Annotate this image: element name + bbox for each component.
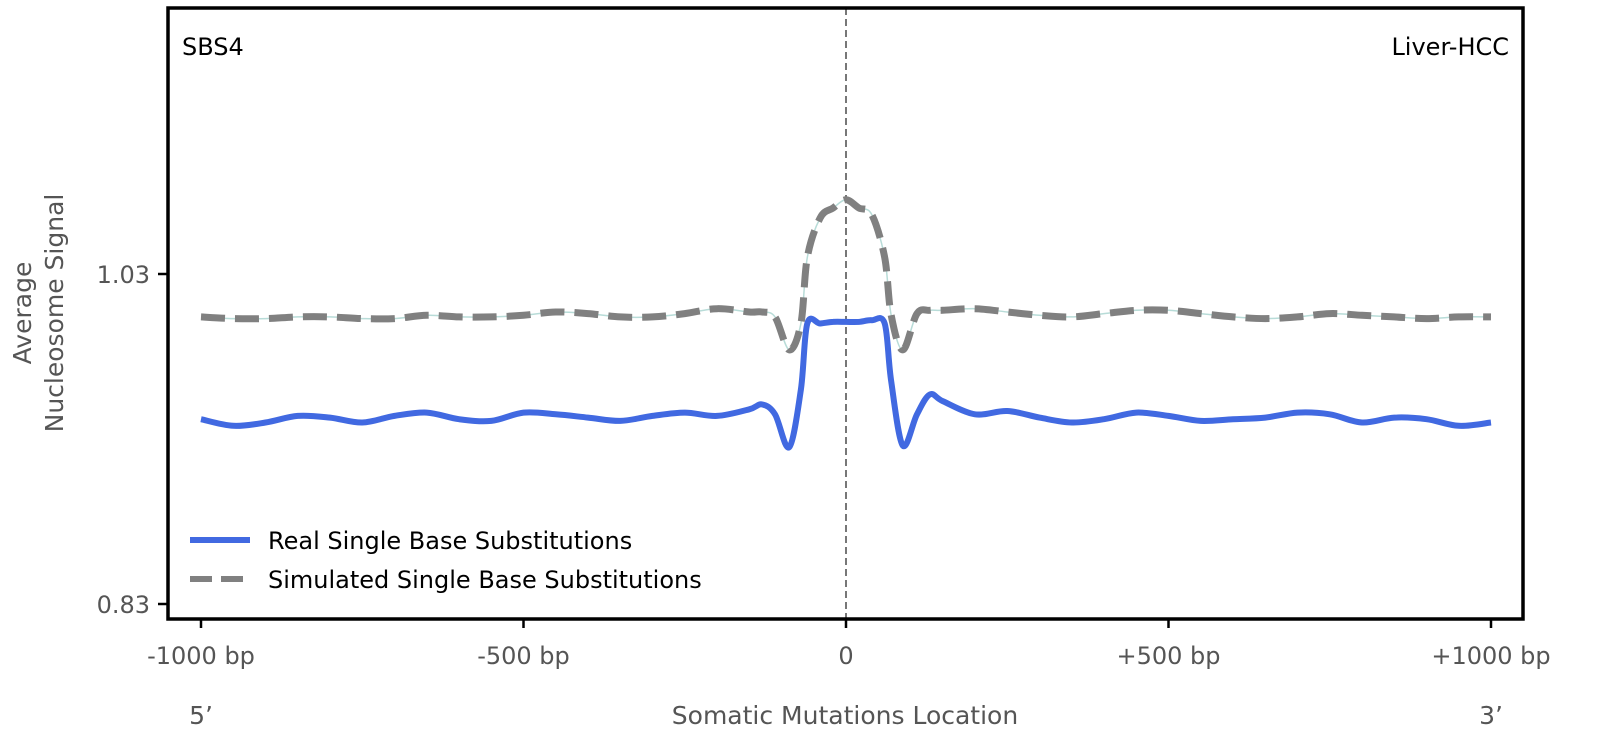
three-prime-label: 3’	[1479, 701, 1503, 730]
legend-label-real: Real Single Base Substitutions	[268, 527, 632, 555]
corner-label-signature: SBS4	[182, 33, 244, 61]
y-axis-label-line1: Average	[8, 262, 37, 365]
x-tick-label: -500 bp	[477, 642, 570, 670]
five-prime-label: 5’	[189, 701, 213, 730]
series-line-real	[200, 315, 1492, 451]
series-line-simulated	[200, 196, 1492, 354]
y-tick-label: 0.83	[97, 591, 150, 619]
x-tick-label: +1000 bp	[1431, 642, 1550, 670]
y-tick-label: 1.03	[97, 261, 150, 289]
x-axis-label: Somatic Mutations Location	[672, 701, 1018, 730]
x-tick-label: +500 bp	[1116, 642, 1220, 670]
corner-label-cancer-type: Liver-HCC	[1391, 33, 1509, 61]
x-tick-label: 0	[838, 642, 853, 670]
legend: Real Single Base Substitutions Simulated…	[190, 527, 702, 594]
legend-label-simulated: Simulated Single Base Substitutions	[268, 566, 702, 594]
y-axis-label-line2: Nucleosome Signal	[40, 194, 69, 433]
axis-ticks: -1000 bp -500 bp 0 +500 bp +1000 bp 1.03 0.83	[97, 261, 1551, 670]
plot-area	[200, 8, 1492, 619]
x-tick-label: -1000 bp	[147, 642, 255, 670]
